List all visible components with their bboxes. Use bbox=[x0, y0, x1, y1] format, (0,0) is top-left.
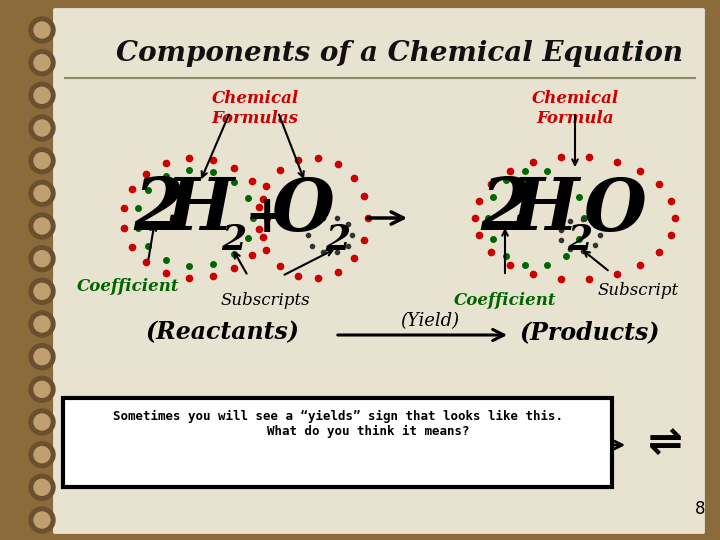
Circle shape bbox=[29, 180, 55, 206]
Text: H: H bbox=[166, 174, 234, 246]
Text: Subscripts: Subscripts bbox=[220, 292, 310, 309]
Text: 2: 2 bbox=[325, 223, 351, 257]
Text: Chemical
Formulas: Chemical Formulas bbox=[212, 90, 299, 126]
Circle shape bbox=[34, 22, 50, 38]
Circle shape bbox=[34, 381, 50, 397]
Circle shape bbox=[29, 147, 55, 174]
Circle shape bbox=[29, 278, 55, 305]
Circle shape bbox=[34, 185, 50, 201]
Circle shape bbox=[29, 507, 55, 533]
Text: 2: 2 bbox=[480, 174, 530, 246]
Text: O: O bbox=[271, 174, 335, 246]
Circle shape bbox=[34, 153, 50, 168]
FancyBboxPatch shape bbox=[63, 398, 612, 487]
Circle shape bbox=[34, 512, 50, 528]
Text: Coefficient: Coefficient bbox=[77, 278, 179, 295]
Text: +: + bbox=[245, 192, 289, 244]
Text: Coefficient: Coefficient bbox=[454, 292, 557, 309]
Text: (Reactants): (Reactants) bbox=[145, 320, 299, 344]
Circle shape bbox=[29, 50, 55, 76]
Text: O: O bbox=[583, 174, 647, 246]
Text: Components of a Chemical Equation: Components of a Chemical Equation bbox=[117, 40, 683, 67]
Circle shape bbox=[34, 87, 50, 103]
Circle shape bbox=[29, 17, 55, 43]
Text: 2: 2 bbox=[222, 223, 246, 257]
Text: 2: 2 bbox=[567, 223, 593, 257]
Circle shape bbox=[29, 442, 55, 468]
Circle shape bbox=[34, 316, 50, 332]
Text: Sometimes you will see a “yields” sign that looks like this.
        What do you: Sometimes you will see a “yields” sign t… bbox=[113, 410, 563, 438]
Circle shape bbox=[34, 120, 50, 136]
FancyBboxPatch shape bbox=[51, 6, 707, 536]
Text: Subscript: Subscript bbox=[598, 282, 678, 299]
Circle shape bbox=[34, 284, 50, 299]
Circle shape bbox=[34, 55, 50, 71]
Text: (Products): (Products) bbox=[520, 320, 660, 344]
Circle shape bbox=[34, 414, 50, 430]
Circle shape bbox=[34, 480, 50, 495]
Circle shape bbox=[29, 409, 55, 435]
Text: 8: 8 bbox=[695, 500, 706, 518]
Circle shape bbox=[34, 447, 50, 463]
Circle shape bbox=[29, 82, 55, 109]
Circle shape bbox=[34, 218, 50, 234]
Circle shape bbox=[34, 349, 50, 365]
Circle shape bbox=[29, 246, 55, 272]
Text: (Yield): (Yield) bbox=[400, 312, 459, 330]
Text: 2: 2 bbox=[133, 174, 183, 246]
Circle shape bbox=[29, 311, 55, 337]
Circle shape bbox=[29, 474, 55, 501]
Circle shape bbox=[29, 376, 55, 402]
Circle shape bbox=[29, 115, 55, 141]
Text: H: H bbox=[511, 174, 579, 246]
Text: ⇌: ⇌ bbox=[647, 422, 683, 464]
Circle shape bbox=[29, 343, 55, 370]
Text: Chemical
Formula: Chemical Formula bbox=[531, 90, 618, 126]
Circle shape bbox=[34, 251, 50, 267]
Circle shape bbox=[29, 213, 55, 239]
